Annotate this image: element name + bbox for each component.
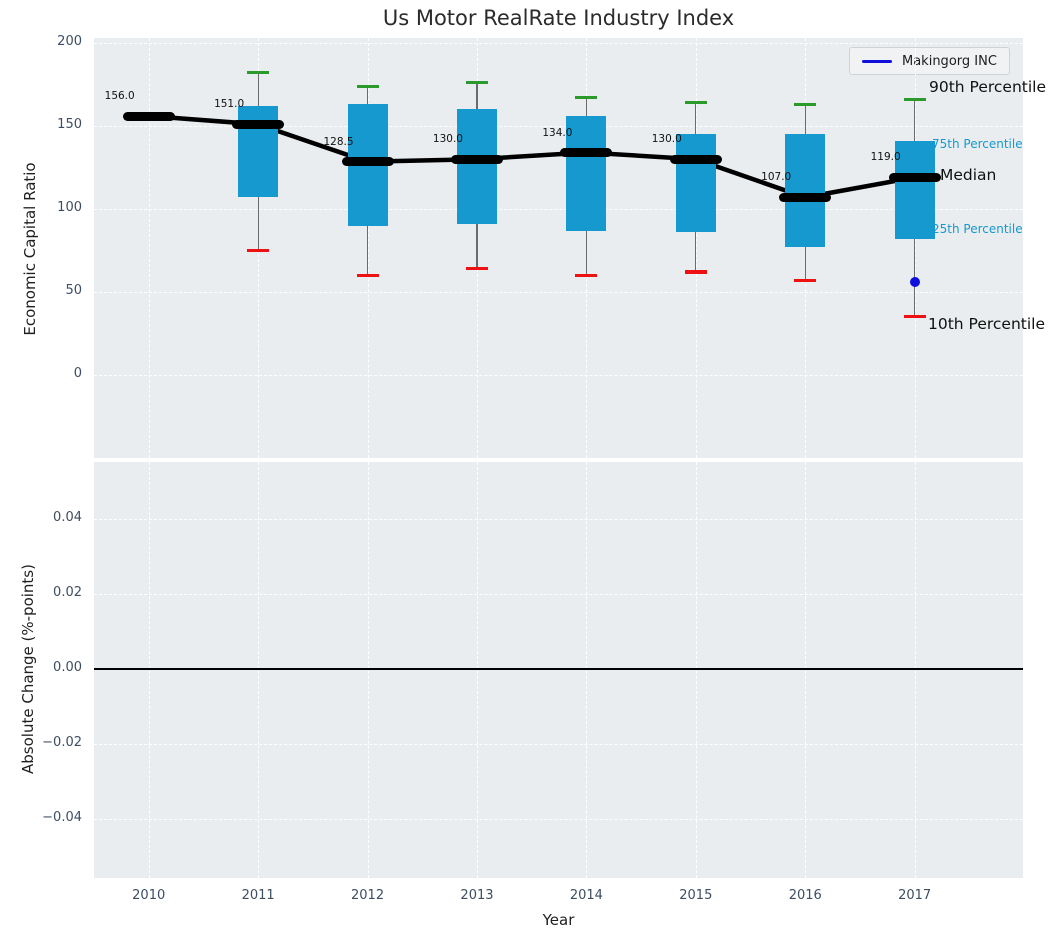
percentile-box [675,134,716,233]
gridline-horizontal [94,125,1023,127]
whisker-cap-10th [247,248,270,253]
bottom-axes-background [94,462,1023,878]
y-tick-label: 0 [73,365,82,381]
whisker-cap-10th [575,273,598,277]
whisker-cap-90th [903,97,926,101]
legend-line-sample [862,59,892,63]
y-tick-label: −0.02 [42,735,82,750]
chart-title: Us Motor RealRate Industry Index [382,6,735,30]
x-tick-label: 2014 [569,888,603,903]
whisker-cap-90th [247,71,270,75]
gridline-horizontal [94,819,1023,820]
whisker-cap-90th [684,101,707,105]
gridline-vertical [148,38,150,458]
percentile-box [456,109,497,224]
gridline-vertical [258,462,260,878]
legend: Makingorg INC [849,47,1010,75]
x-tick-label: 2016 [788,888,822,903]
y-tick-label: 100 [57,199,82,215]
y-tick-label: 0.02 [53,585,82,600]
p25-annotation: 25th Percentile [932,222,1023,236]
whisker-cap-10th [903,315,926,319]
company-data-point [909,277,920,288]
p90-annotation: 90th Percentile [929,78,1047,96]
zero-reference-line [94,668,1023,670]
y-tick-label: 50 [65,282,82,298]
whisker-cap-90th [356,84,379,88]
median-bar [341,157,394,167]
gridline-horizontal [94,744,1023,745]
gridline-horizontal [94,374,1023,376]
y-tick-label: 200 [57,33,82,49]
whisker-cap-10th [356,273,379,277]
percentile-box [894,140,935,239]
median-bar [450,154,503,164]
gridline-vertical [476,462,478,878]
whisker-cap-90th [794,102,817,106]
percentile-box [566,116,607,231]
y-tick-label: −0.04 [42,810,82,825]
x-tick-label: 2012 [351,888,385,903]
gridline-vertical [148,462,150,878]
median-value-label: 134.0 [542,126,573,139]
median-value-label: 130.0 [432,133,463,146]
median-value-label: 119.0 [870,151,901,164]
p10-annotation: 10th Percentile [928,315,1046,333]
median-bar [779,192,832,202]
median-value-label: 156.0 [104,90,135,103]
x-tick-label: 2010 [132,888,166,903]
whisker-cap-90th [465,81,488,85]
x-axis-label: Year [542,911,575,929]
y-tick-label: 0.04 [53,510,82,525]
median-value-label: 151.0 [214,98,245,111]
gridline-horizontal [94,594,1023,595]
p75-annotation: 75th Percentile [932,137,1023,151]
gridline-vertical [586,462,588,878]
x-tick-label: 2017 [898,888,932,903]
gridline-horizontal [94,519,1023,520]
gridline-horizontal [94,208,1023,210]
x-tick-label: 2011 [241,888,275,903]
legend-label: Makingorg INC [902,53,997,69]
median-value-label: 128.5 [323,135,354,148]
gridline-vertical [805,462,807,878]
gridline-horizontal [94,42,1023,44]
whisker-cap-10th [794,278,817,282]
top-y-axis-label: Economic Capital Ratio [21,162,39,336]
median-bar [560,148,613,158]
gridline-vertical [695,462,697,878]
median-bar [232,119,285,129]
median-value-label: 130.0 [651,133,682,146]
whisker-cap-10th [465,267,488,271]
gridline-vertical [914,462,916,878]
percentile-box [785,134,826,248]
median-bar [669,154,722,164]
y-tick-label: 0.00 [53,660,82,675]
x-tick-label: 2013 [460,888,494,903]
gridline-horizontal [94,291,1023,293]
median-bar [888,172,941,182]
gridline-vertical [367,462,369,878]
whisker-cap-90th [575,96,598,100]
x-tick-label: 2015 [679,888,713,903]
median-annotation: Median [940,166,997,184]
median-bar [122,111,175,121]
median-value-label: 107.0 [761,171,792,184]
whisker-cap-10th [684,270,707,274]
y-tick-label: 150 [57,116,82,132]
